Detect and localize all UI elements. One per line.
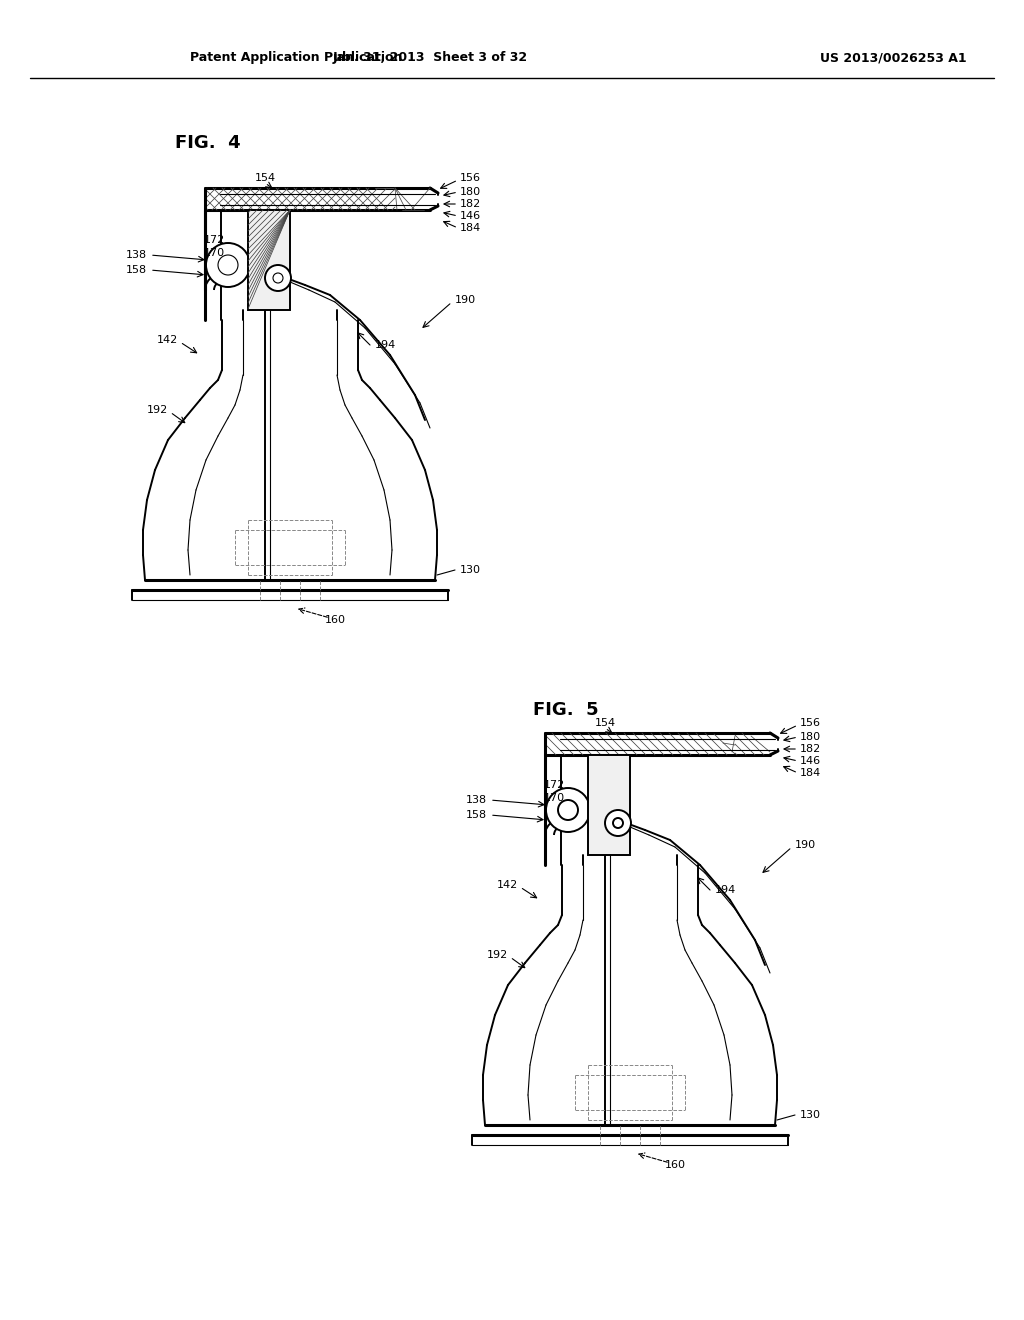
Text: 138: 138 bbox=[126, 249, 147, 260]
Text: 138: 138 bbox=[466, 795, 487, 805]
Text: US 2013/0026253 A1: US 2013/0026253 A1 bbox=[820, 51, 967, 65]
Text: 182: 182 bbox=[800, 744, 821, 754]
Text: 160: 160 bbox=[665, 1160, 685, 1170]
Text: 170: 170 bbox=[204, 248, 225, 257]
Text: 158: 158 bbox=[126, 265, 147, 275]
Text: 194: 194 bbox=[715, 884, 736, 895]
Bar bbox=[248, 210, 290, 310]
Text: 172: 172 bbox=[544, 780, 565, 789]
Text: 154: 154 bbox=[254, 173, 275, 183]
Text: 180: 180 bbox=[800, 733, 821, 742]
Text: 170: 170 bbox=[544, 793, 565, 803]
Text: FIG.  5: FIG. 5 bbox=[534, 701, 599, 719]
Text: 156: 156 bbox=[800, 718, 821, 729]
Text: Patent Application Publication: Patent Application Publication bbox=[190, 51, 402, 65]
Text: 130: 130 bbox=[800, 1110, 821, 1119]
Text: 156: 156 bbox=[460, 173, 481, 183]
Text: 190: 190 bbox=[455, 294, 476, 305]
Circle shape bbox=[546, 788, 590, 832]
Text: FIG.  4: FIG. 4 bbox=[175, 135, 241, 152]
Text: 192: 192 bbox=[146, 405, 168, 414]
Text: 146: 146 bbox=[460, 211, 481, 220]
Text: 184: 184 bbox=[460, 223, 481, 234]
Text: 158: 158 bbox=[466, 810, 487, 820]
Text: 146: 146 bbox=[800, 756, 821, 766]
Text: 160: 160 bbox=[325, 615, 345, 624]
Text: 154: 154 bbox=[595, 718, 615, 729]
Text: 130: 130 bbox=[460, 565, 481, 576]
Circle shape bbox=[206, 243, 250, 286]
Circle shape bbox=[605, 810, 631, 836]
Text: Jan. 31, 2013  Sheet 3 of 32: Jan. 31, 2013 Sheet 3 of 32 bbox=[333, 51, 527, 65]
Text: 142: 142 bbox=[497, 880, 518, 890]
Text: 172: 172 bbox=[204, 235, 225, 246]
Text: 180: 180 bbox=[460, 187, 481, 197]
Text: 184: 184 bbox=[800, 768, 821, 777]
Text: 142: 142 bbox=[157, 335, 178, 345]
Text: 182: 182 bbox=[460, 199, 481, 209]
Text: 192: 192 bbox=[486, 950, 508, 960]
Text: 190: 190 bbox=[795, 840, 816, 850]
Text: 194: 194 bbox=[375, 341, 396, 350]
Bar bbox=[588, 755, 630, 855]
Circle shape bbox=[265, 265, 291, 290]
